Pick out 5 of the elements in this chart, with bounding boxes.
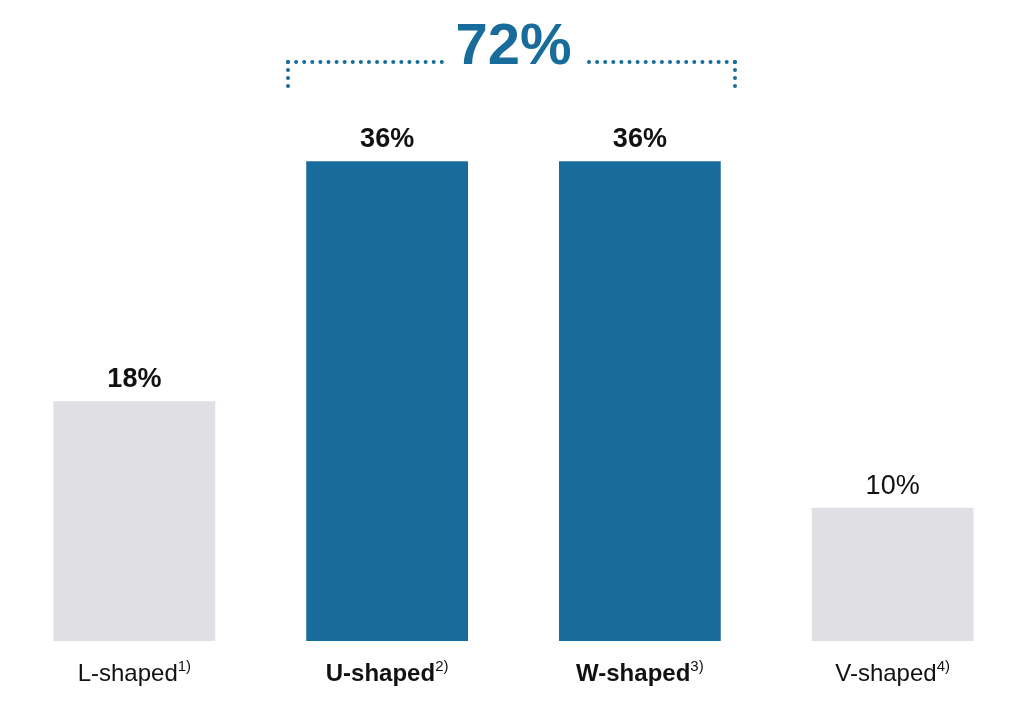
data-label: 36% bbox=[612, 123, 667, 154]
data-label: 18% bbox=[107, 363, 162, 394]
data-label: 10% bbox=[865, 469, 920, 500]
text: 72% bbox=[455, 11, 572, 76]
data-label: 36% bbox=[360, 123, 415, 154]
